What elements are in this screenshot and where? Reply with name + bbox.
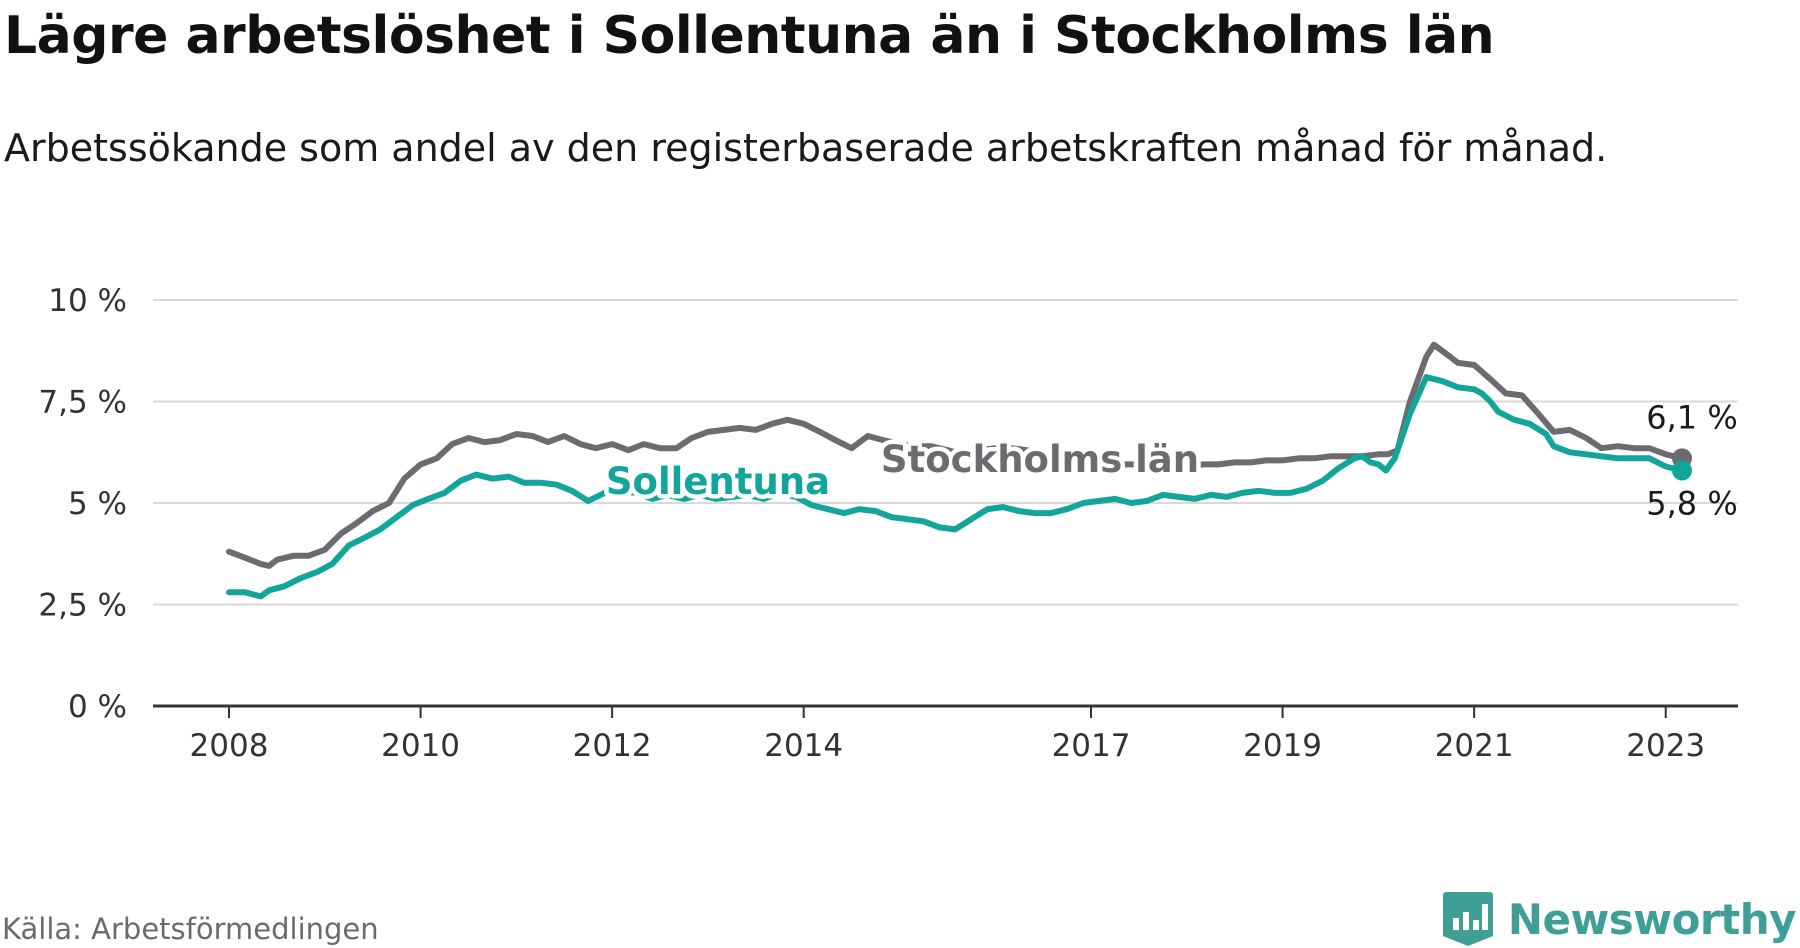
series-lines xyxy=(226,341,1692,600)
series-line-sollentuna xyxy=(226,374,1685,600)
x-tick-label: 2012 xyxy=(573,728,652,764)
x-tick-label: 2014 xyxy=(764,728,843,764)
chart-title: Lägre arbetslöshet i Sollentuna än i Sto… xyxy=(4,6,1495,66)
series-name-label-stockholms-lan: Stockholms län xyxy=(881,438,1199,481)
brand: Newsworthy xyxy=(1442,890,1797,948)
end-point-sollentuna xyxy=(1672,460,1692,481)
end-value-label-sollentuna: 5,8 % xyxy=(1646,485,1737,523)
series-name-label-sollentuna: Sollentuna xyxy=(606,460,830,503)
y-tick-label: 2,5 % xyxy=(38,588,127,624)
series-labels: 6,1 % 5,8 % Stockholms län Sollentuna xyxy=(601,398,1737,523)
series-line-stockholms-lan xyxy=(226,341,1685,569)
line-chart: 0 % 2,5 % 5 % 7,5 % 10 % 2008 2010 2012 2014 2017… xyxy=(38,283,1738,764)
y-tick-label: 5 % xyxy=(68,486,127,522)
source-note: Källa: Arbetsförmedlingen xyxy=(2,912,379,946)
brand-name: Newsworthy xyxy=(1507,894,1797,944)
y-tick-label: 7,5 % xyxy=(38,385,127,421)
gridlines xyxy=(153,299,1738,606)
end-value-label-stockholms-lan: 6,1 % xyxy=(1646,398,1737,436)
x-tick-label: 2019 xyxy=(1243,728,1322,764)
chart-subtitle: Arbetssökande som andel av den registerb… xyxy=(4,126,1608,170)
newsworthy-chart-icon xyxy=(1442,892,1493,946)
x-tick-label: 2010 xyxy=(381,728,460,764)
x-tick-label: 2021 xyxy=(1435,728,1514,764)
x-tick-label: 2008 xyxy=(190,728,269,764)
x-tick-label: 2017 xyxy=(1052,728,1131,764)
y-tick-label: 10 % xyxy=(48,283,127,319)
axes: 0 % 2,5 % 5 % 7,5 % 10 % 2008 2010 2012 2014 2017… xyxy=(38,283,1738,764)
x-tick-label: 2023 xyxy=(1626,728,1705,764)
y-tick-label: 0 % xyxy=(68,689,127,725)
